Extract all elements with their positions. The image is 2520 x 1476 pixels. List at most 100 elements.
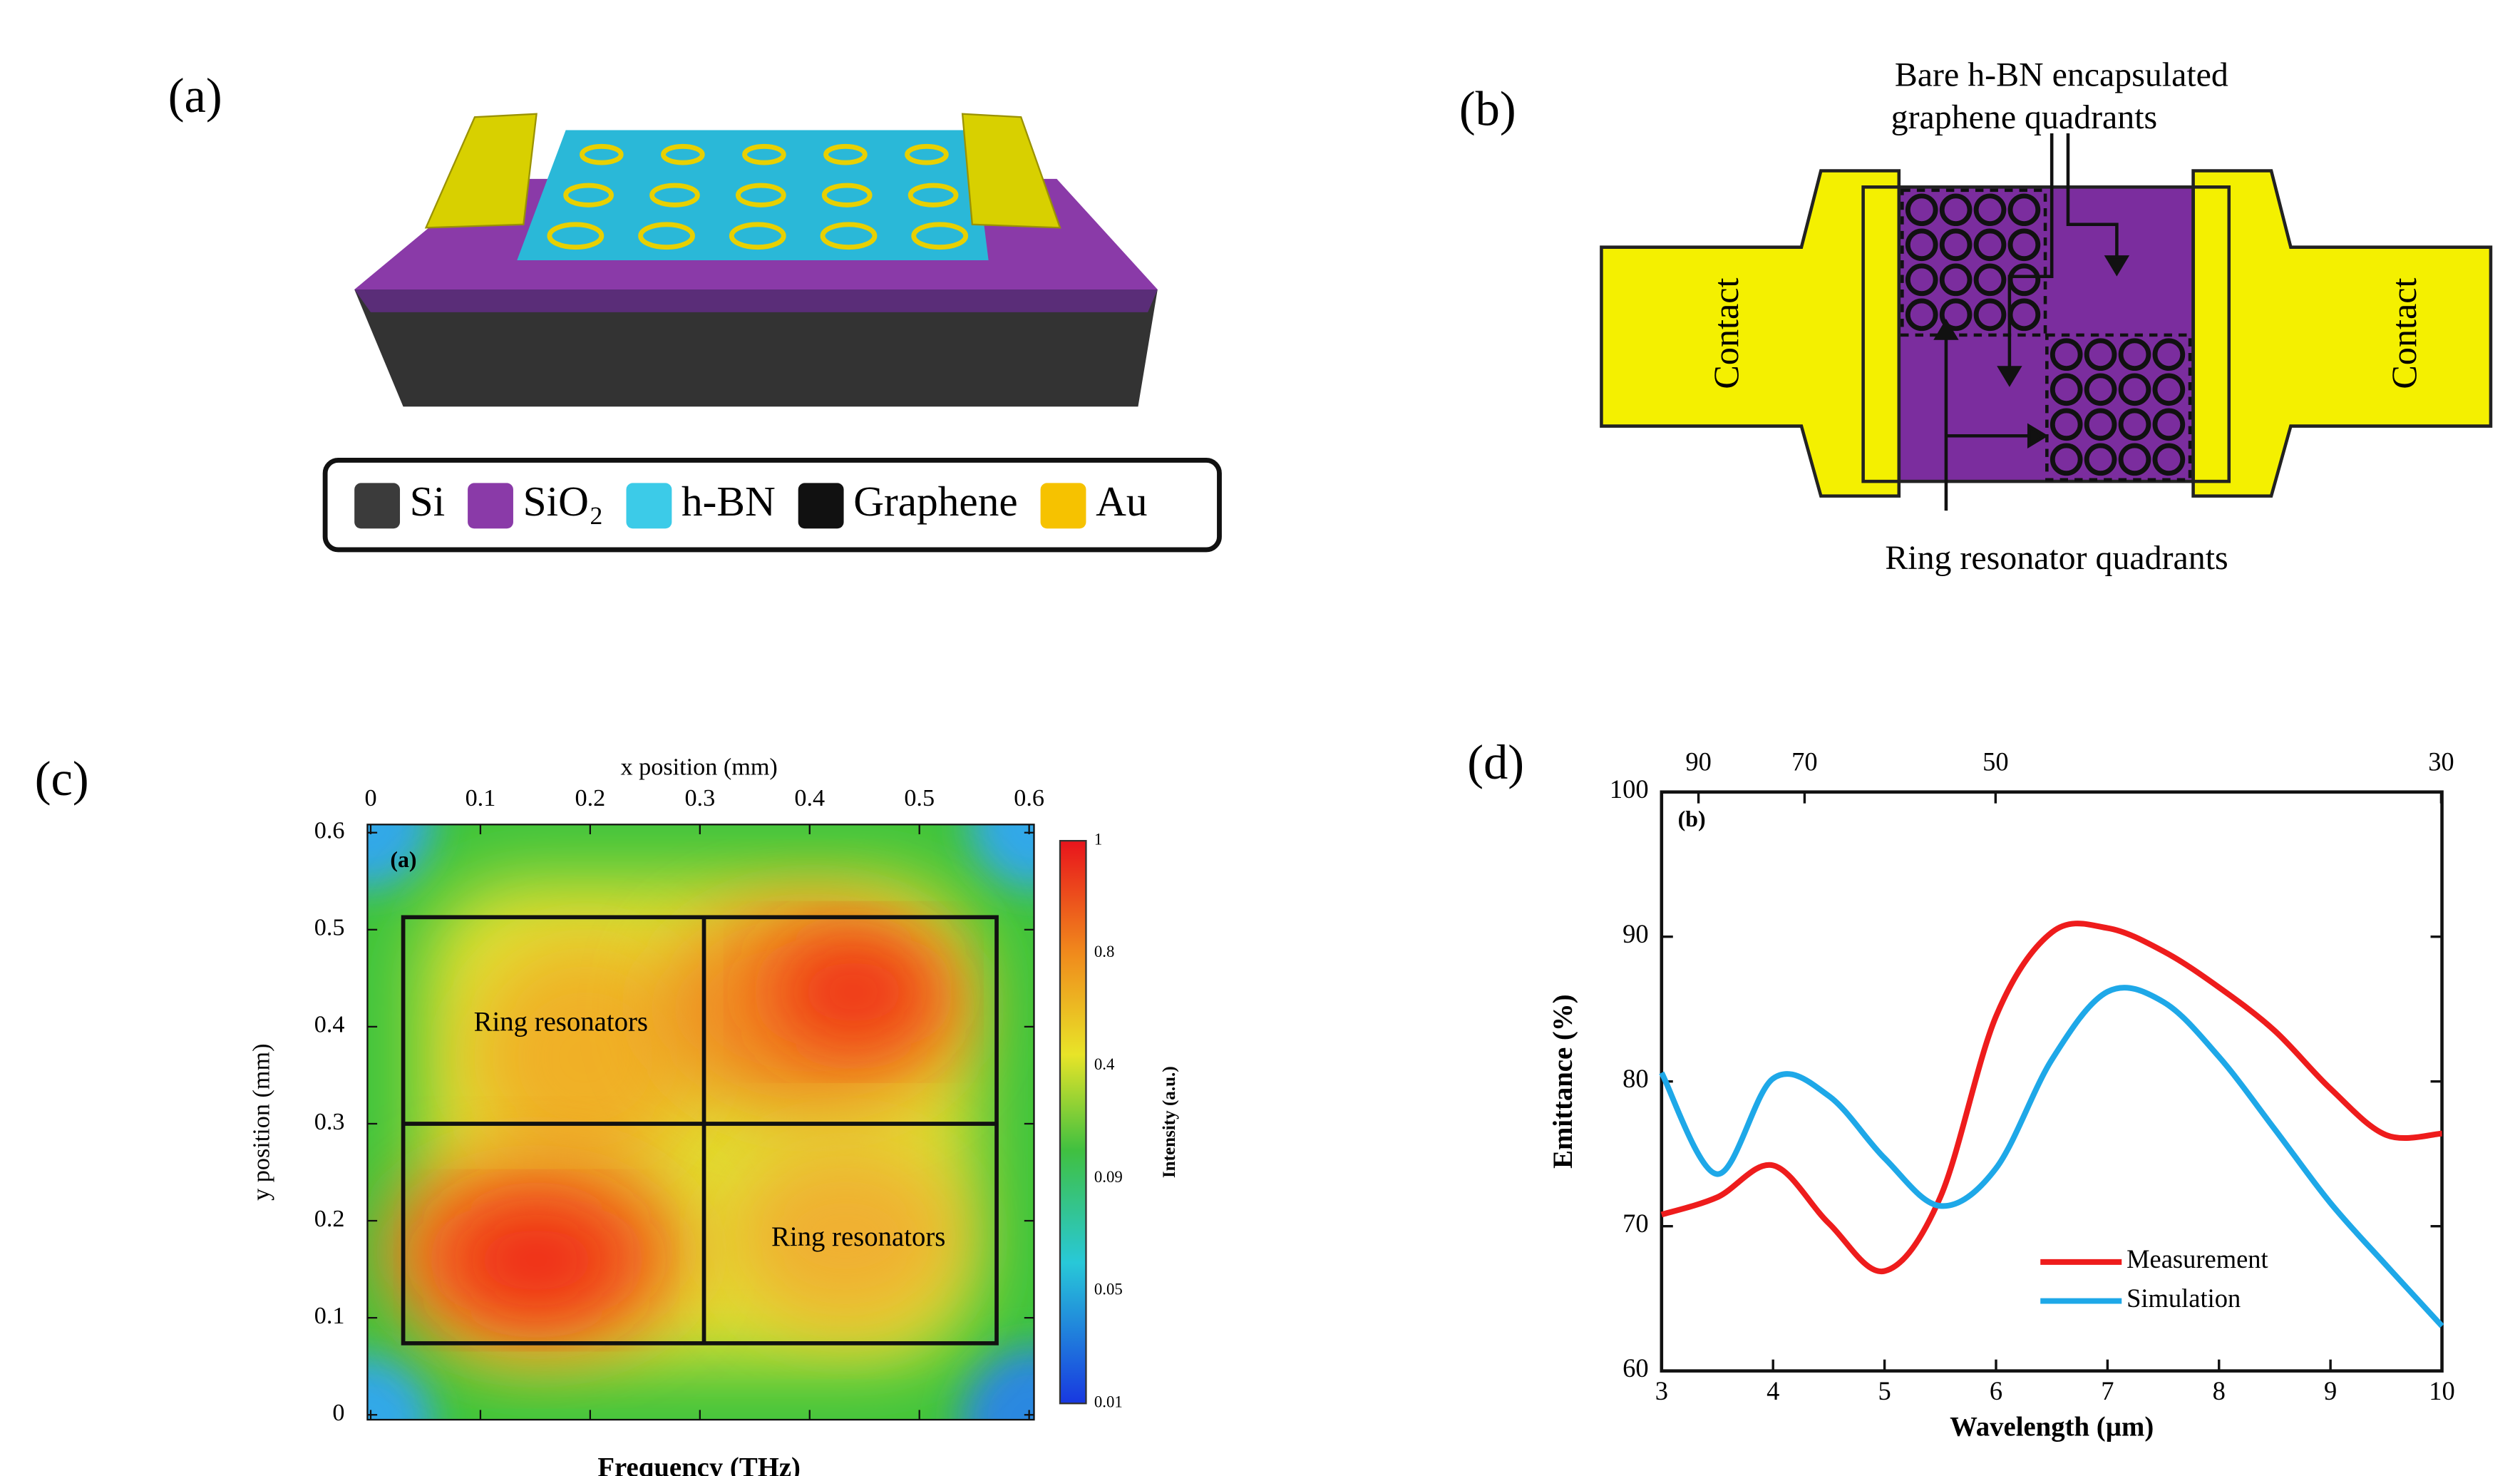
legend-swatch [798,483,844,529]
y-tick-label: 0.3 [314,1109,345,1135]
gold-contact [961,113,1061,229]
ring [2084,408,2117,441]
y-tick-label: 0.2 [314,1206,345,1232]
legend-label: Simulation [2126,1283,2241,1313]
x-tick-label: 0.4 [794,785,825,811]
y-tick-label: 0.1 [314,1303,345,1329]
axis-title: x position (mm) [621,754,778,781]
quadrant-grid [401,915,999,1346]
x-tick-label: 0.6 [1014,785,1044,811]
x-tick-label: 0.2 [575,785,606,811]
ring [1905,263,1938,297]
quadrant-outline [1901,188,2047,337]
colorbar-tick-label: 0.05 [1094,1281,1123,1298]
colorbar-tick-label: 0.01 [1094,1393,1123,1410]
x-tick-label: 5 [1878,1376,1891,1405]
y-tick-label: 70 [1622,1209,1648,1238]
ring [2050,373,2083,406]
ring [1905,298,1938,332]
ring [2152,443,2186,476]
legend-label: h-BN [682,478,776,525]
legend-swatch [1040,483,1086,529]
ring [1939,298,1973,332]
inset-label: (b) [1678,806,1706,831]
panel-a: (a) Si SiO₂ h-BN Graphene Au [168,68,1222,553]
y-tick-label: 0.5 [314,915,345,941]
data-line [1660,921,2442,1274]
ring [2152,338,2186,371]
x2-tick-label: 90 [1685,747,1711,776]
panel-label: (d) [1467,735,1524,789]
colorbar-tick-label: 0.8 [1094,943,1115,960]
ring [2118,443,2151,476]
annotation: Ring resonators [474,1007,648,1037]
arrows [1933,133,2130,511]
ring [2152,373,2186,406]
gold-contact [424,113,538,229]
ring [2118,338,2151,371]
colorbar-tick-label: 0.4 [1094,1055,1115,1073]
x-tick-label: 7 [2101,1376,2114,1405]
annotation: Ring resonators [771,1221,945,1252]
legend-label: Au [1096,478,1147,525]
inset-label: (a) [390,847,416,872]
panel-b: (b) Contact Contact Bare h-BN encapsulat… [1459,56,2493,577]
ring [1973,193,2007,227]
ring [1973,263,2007,297]
legend-swatch [354,483,401,529]
x-tick-label: 10 [2429,1376,2454,1405]
panel-label: (a) [168,68,222,123]
panel-label: (b) [1459,81,1516,135]
legend-label: SiO₂ [523,478,604,525]
x-tick-label: 0.1 [466,785,496,811]
ring [2084,373,2117,406]
contact-pad [2191,169,2493,498]
ring [1905,193,1938,227]
ring-quadrants [1901,188,2192,482]
ring-array [547,143,969,250]
panel-c: (c) 0 0.1 0.2 0.3 0.4 0.5 0.600.10.20.30.40.50… [35,752,1179,1476]
ring [2007,193,2041,227]
annotation: Bare h-BN encapsulated [1895,56,2228,93]
legend-label: Si [410,478,445,525]
x-tick-label: 3 [1655,1376,1668,1405]
colorbar [1059,839,1087,1405]
legend-swatch [626,483,672,529]
contact-label: Contact [2384,278,2424,389]
ring [1973,228,2007,262]
legend-swatch [468,483,513,529]
legend-label: Graphene [853,478,1017,525]
ring [2050,408,2083,441]
ring [2050,338,2083,371]
y-tick-label: 0 [332,1400,344,1426]
annotation: graphene quadrants [1891,98,2158,136]
ring [2152,408,2186,441]
x-tick-label: 0.5 [904,785,935,811]
data-line [1659,985,2444,1328]
substrate [354,289,1158,407]
ring [2118,373,2151,406]
x2-tick-label: 30 [2428,747,2454,776]
y-tick-label: 60 [1622,1353,1648,1383]
oxide-edge [354,289,1158,312]
axis-title: Emittance (%) [1548,994,1578,1168]
axes: 0 0.1 0.2 0.3 0.4 0.5 0.6 0 0.1 0.2 0.3 0.4 0.5 0.6 1 0… [314,785,1123,1426]
x-tick-label: 4 [1766,1376,1779,1405]
ring [1939,193,1973,227]
x-tick-label: 0.3 [684,785,715,811]
colorbar-title: Intensity (a.u.) [1160,1066,1179,1178]
ring [1939,263,1973,297]
contact-pad [1600,169,1901,498]
x2-tick-label: 70 [1791,747,1817,776]
y-tick-label: 0.4 [314,1012,345,1038]
ring [2084,338,2117,371]
x-tick-label: 0 [364,785,376,811]
axis-title: y position (mm) [248,1044,274,1201]
ring [2007,228,2041,262]
ring [1973,298,2007,332]
contact-edge [2191,185,2231,483]
axis-title: Wavelength (µm) [1950,1412,2154,1442]
annotation: Ring resonator quadrants [1885,539,2228,577]
ring [2050,443,2083,476]
